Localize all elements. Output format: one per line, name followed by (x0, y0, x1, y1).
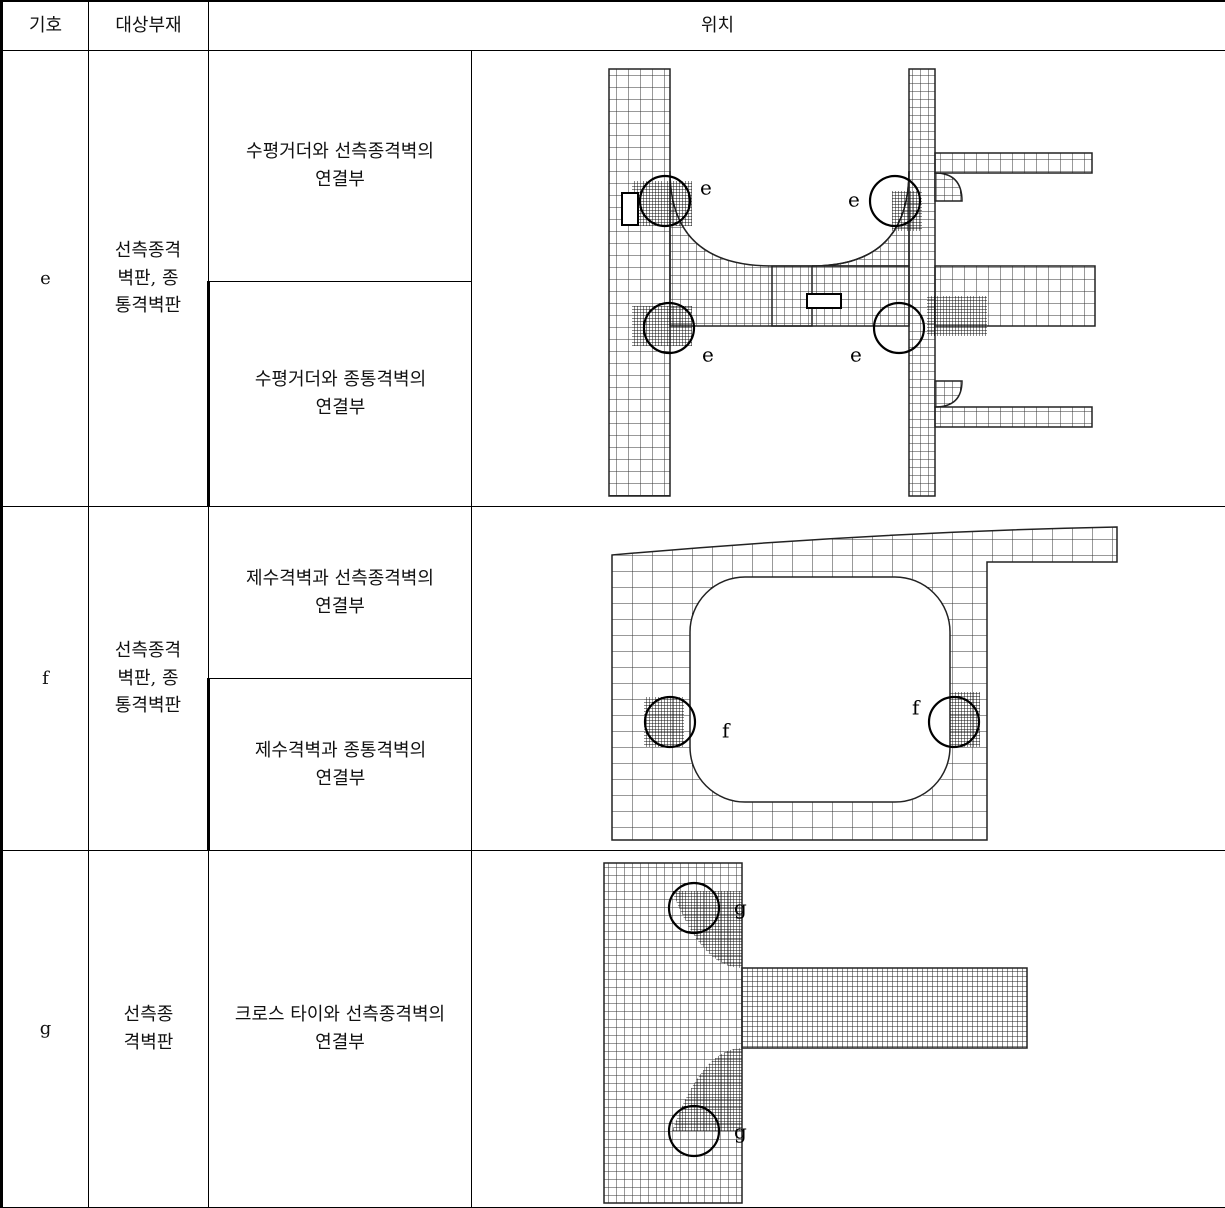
member: 선측종격벽판, 종통격벽판 (89, 507, 209, 851)
location: 수평거더와 선측종격벽의 연결부 (209, 51, 472, 282)
mesh-dense (644, 697, 684, 747)
mesh-figure: e e e e (472, 51, 1225, 506)
figure-label: e (700, 176, 712, 200)
figure-cell: f f (472, 507, 1225, 851)
figure-label: e (702, 343, 714, 367)
location: 크로스 타이와 선측종격벽의 연결부 (209, 851, 472, 1208)
mesh (909, 69, 935, 496)
row: g 선측종격벽판 크로스 타이와 선측종격벽의 연결부 g g (2, 851, 1225, 1208)
member: 선측종격벽판 (89, 851, 209, 1208)
location: 제수격벽과 선측종격벽의 연결부 (209, 507, 472, 679)
mesh (609, 69, 670, 496)
figure-cell: e e e e (472, 51, 1225, 507)
location: 수평거더와 종통격벽의 연결부 (209, 281, 472, 507)
opening (690, 577, 950, 802)
header-cell: 위치 (209, 1, 1225, 51)
symbol: e (2, 51, 89, 507)
mesh (935, 407, 1092, 427)
figure-label: g (734, 1120, 747, 1144)
location: 제수격벽과 종통격벽의 연결부 (209, 679, 472, 851)
mesh (742, 968, 1027, 1048)
mesh-dense (927, 296, 987, 336)
figure-label: e (848, 188, 860, 212)
row: e 선측종격벽판, 종통격벽판 수평거더와 선측종격벽의 연결부 (2, 51, 1225, 282)
mesh-dense (632, 306, 692, 346)
header-cell: 대상부재 (89, 1, 209, 51)
figure-label: e (850, 343, 862, 367)
opening (622, 193, 638, 225)
mesh-figure: g g (472, 851, 1225, 1207)
member: 선측종격벽판, 종통격벽판 (89, 51, 209, 507)
header-cell: 기호 (2, 1, 89, 51)
symbol: f (2, 507, 89, 851)
symbol: g (2, 851, 89, 1208)
figure-cell: g g (472, 851, 1225, 1208)
opening (807, 294, 841, 308)
figure-label: g (734, 896, 747, 920)
row: f 선측종격벽판, 종통격벽판 제수격벽과 선측종격벽의 연결부 f f (2, 507, 1225, 679)
header-row: 기호 대상부재 위치 (2, 1, 1225, 51)
mesh (935, 153, 1092, 173)
mesh-figure: f f (472, 507, 1225, 850)
